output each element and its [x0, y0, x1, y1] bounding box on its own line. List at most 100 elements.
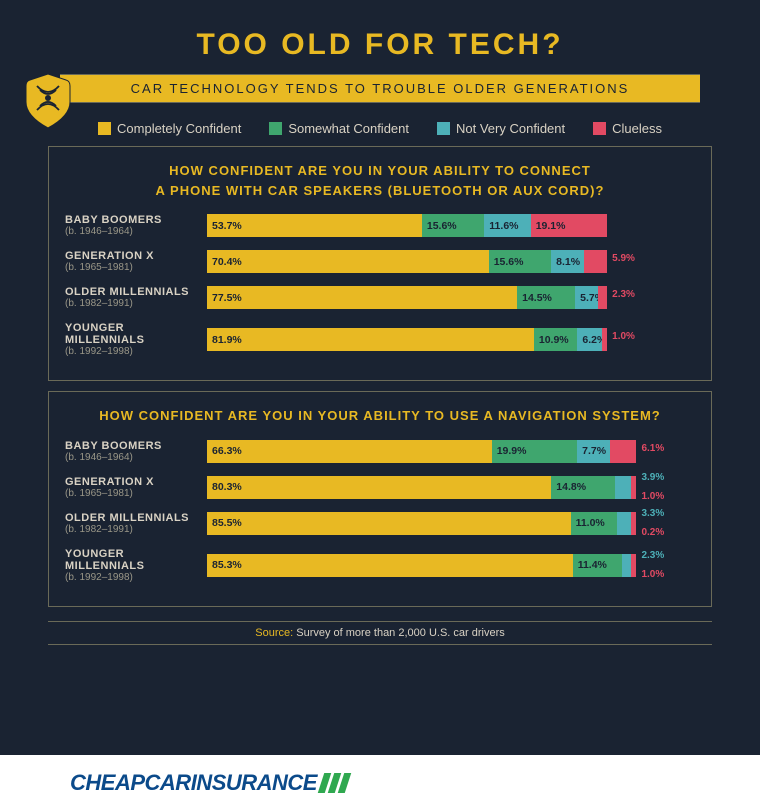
bar-segment: [631, 476, 636, 499]
row-label: GENERATION X(b. 1965–1981): [65, 250, 207, 273]
bar-segment: 11.6%: [484, 214, 530, 237]
bar-segment: 53.7%: [207, 214, 422, 237]
chart-section: HOW CONFIDENT ARE YOU IN YOUR ABILITY TO…: [48, 391, 712, 607]
bar-area: 80.3%14.8% 3.9% 1.0%: [207, 476, 695, 499]
legend-swatch: [437, 122, 450, 135]
bar-segment: 15.6%: [489, 250, 551, 273]
bar-area: 53.7%15.6%11.6%19.1%: [207, 214, 695, 237]
bar-segment: [617, 512, 631, 535]
bar-segment: [622, 554, 632, 577]
row-label: YOUNGER MILLENNIALS(b. 1992–1998): [65, 548, 207, 583]
external-label: 2.3%: [641, 551, 664, 561]
bar-segment: 19.1%: [531, 214, 607, 237]
bar-segment: [615, 476, 632, 499]
row-label: YOUNGER MILLENNIALS(b. 1992–1998): [65, 322, 207, 357]
bar-segment: 8.1%: [551, 250, 583, 273]
section-question: HOW CONFIDENT ARE YOU IN YOUR ABILITY TO…: [65, 406, 695, 426]
data-row: OLDER MILLENNIALS(b. 1982–1991)85.5%11.0…: [65, 512, 695, 535]
bar-segment: 66.3%: [207, 440, 492, 463]
data-row: GENERATION X(b. 1965–1981)70.4%15.6%8.1%…: [65, 250, 695, 273]
row-label: OLDER MILLENNIALS(b. 1982–1991): [65, 512, 207, 535]
external-labels: 6.1%: [641, 444, 664, 454]
external-labels: 1.0%: [612, 332, 635, 342]
external-label: 1.0%: [612, 332, 635, 342]
bar-segment: 85.3%: [207, 554, 573, 577]
bar-track: 66.3%19.9%7.7%: [207, 440, 636, 463]
bar-area: 85.5%11.0% 3.3% 0.2%: [207, 512, 695, 535]
bar-track: 80.3%14.8%: [207, 476, 636, 499]
brand-part-1: CHEAP: [70, 770, 145, 795]
sections-container: HOW CONFIDENT ARE YOU IN YOUR ABILITY TO…: [24, 146, 736, 607]
legend-swatch: [593, 122, 606, 135]
bar-track: 77.5%14.5%5.7%: [207, 286, 607, 309]
bar-track: 85.3%11.4%: [207, 554, 636, 577]
bar-segment: 85.5%: [207, 512, 571, 535]
legend-label: Clueless: [612, 121, 662, 136]
bar-segment: 11.4%: [573, 554, 622, 577]
bar-track: 81.9%10.9%6.2%: [207, 328, 607, 351]
chart-section: HOW CONFIDENT ARE YOU IN YOUR ABILITY TO…: [48, 146, 712, 381]
bar-segment: [631, 554, 636, 577]
data-row: YOUNGER MILLENNIALS(b. 1992–1998)85.3%11…: [65, 548, 695, 583]
bar-area: 77.5%14.5%5.7% 2.3%: [207, 286, 695, 309]
brand-logo: CHEAPCARINSURANCE: [70, 770, 317, 796]
bar-segment: 5.7%: [575, 286, 598, 309]
source-label: Source:: [255, 627, 293, 639]
legend-item: Clueless: [593, 121, 662, 136]
legend: Completely Confident Somewhat Confident No…: [60, 121, 700, 136]
external-label: 2.3%: [612, 290, 635, 300]
legend-item: Completely Confident: [98, 121, 241, 136]
main-title: TOO OLD FOR TECH?: [24, 28, 736, 62]
source-text: Survey of more than 2,000 U.S. car drive…: [296, 627, 504, 639]
data-row: OLDER MILLENNIALS(b. 1982–1991)77.5%14.5…: [65, 286, 695, 309]
bar-segment: [598, 286, 607, 309]
bar-track: 70.4%15.6%8.1%: [207, 250, 607, 273]
bar-segment: 77.5%: [207, 286, 517, 309]
external-label: 3.9%: [641, 473, 664, 483]
external-labels: 5.9%: [612, 254, 635, 264]
infographic-panel: TOO OLD FOR TECH? CAR TECHNOLOGY TENDS T…: [24, 0, 736, 645]
bar-segment: [584, 250, 608, 273]
bar-track: 85.5%11.0%: [207, 512, 636, 535]
external-labels: 2.3%: [612, 290, 635, 300]
legend-label: Somewhat Confident: [288, 121, 409, 136]
legend-label: Completely Confident: [117, 121, 241, 136]
external-label: 1.0%: [641, 492, 664, 502]
bar-area: 66.3%19.9%7.7% 6.1%: [207, 440, 695, 463]
legend-item: Not Very Confident: [437, 121, 565, 136]
legend-label: Not Very Confident: [456, 121, 565, 136]
external-label: 6.1%: [641, 444, 664, 454]
row-label: OLDER MILLENNIALS(b. 1982–1991): [65, 286, 207, 309]
legend-swatch: [269, 122, 282, 135]
external-labels: 3.3% 0.2%: [641, 509, 664, 538]
bar-segment: 6.2%: [577, 328, 602, 351]
bar-area: 81.9%10.9%6.2% 1.0%: [207, 328, 695, 351]
brand-part-3: INSURANCE: [191, 770, 317, 795]
bar-segment: 11.0%: [571, 512, 618, 535]
bar-segment: [610, 440, 636, 463]
bar-segment: 15.6%: [422, 214, 484, 237]
bar-segment: 70.4%: [207, 250, 489, 273]
row-label: BABY BOOMERS(b. 1946–1964): [65, 214, 207, 237]
bar-segment: [631, 512, 636, 535]
external-label: 5.9%: [612, 254, 635, 264]
external-labels: 3.9% 1.0%: [641, 473, 664, 502]
data-row: BABY BOOMERS(b. 1946–1964)53.7%15.6%11.6…: [65, 214, 695, 237]
bar-segment: [602, 328, 607, 351]
external-label: 1.0%: [641, 570, 664, 580]
row-label: BABY BOOMERS(b. 1946–1964): [65, 440, 207, 463]
bar-segment: 81.9%: [207, 328, 534, 351]
legend-swatch: [98, 122, 111, 135]
external-label: 3.3%: [641, 509, 664, 519]
bar-segment: 14.8%: [551, 476, 614, 499]
brand-part-2: CAR: [145, 770, 191, 795]
bar-area: 70.4%15.6%8.1% 5.9%: [207, 250, 695, 273]
bar-track: 53.7%15.6%11.6%19.1%: [207, 214, 607, 237]
legend-item: Somewhat Confident: [269, 121, 409, 136]
source-band: Source: Survey of more than 2,000 U.S. c…: [48, 621, 712, 645]
brand-stripes-icon: [318, 773, 354, 793]
bar-segment: 14.5%: [517, 286, 575, 309]
external-label: 0.2%: [641, 528, 664, 538]
bar-segment: 19.9%: [492, 440, 577, 463]
subtitle-band: CAR TECHNOLOGY TENDS TO TROUBLE OLDER GE…: [60, 74, 700, 103]
